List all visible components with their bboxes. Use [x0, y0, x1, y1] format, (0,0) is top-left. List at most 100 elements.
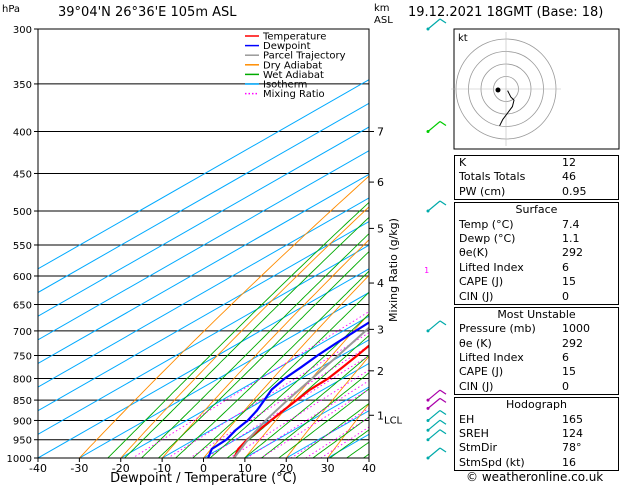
km-tick-label: 1: [377, 409, 384, 422]
legend-entry: Dry Adiabat: [263, 60, 322, 71]
wind-barb-base: [426, 428, 430, 432]
wind-barb: [426, 447, 447, 460]
x-tick-label: -10: [153, 462, 171, 475]
index-value: 165: [562, 412, 583, 426]
km-tick-label: 2: [377, 365, 384, 378]
wind-barb-base: [426, 418, 430, 422]
index-value: 292: [562, 336, 583, 350]
index-row: Lifted Index 6: [455, 261, 618, 275]
wind-barb-flag: [439, 121, 447, 127]
index-label: CIN (J): [459, 289, 494, 303]
wind-barb: [426, 419, 447, 432]
wind-barb-shaft: [427, 419, 441, 431]
datetime-label: 19.12.2021 18GMT (Base: 18): [408, 5, 604, 20]
index-label: EH: [459, 412, 475, 426]
index-value: 124: [562, 427, 583, 441]
wind-barb: [426, 121, 447, 134]
axes: -40 -30 -20 -10 0 10 20 30 40 Dewpoint / Temperat…: [7, 25, 403, 486]
x-tick-label: -30: [70, 462, 88, 475]
legend-entry: Mixing Ratio: [263, 89, 325, 100]
wind-barb: [426, 389, 447, 402]
mixing-ratio-line: [167, 332, 369, 458]
p-tick-label: 650: [13, 301, 32, 312]
index-label: CAPE (J): [459, 365, 504, 379]
legend-entry: Parcel Trajectory: [263, 51, 346, 62]
p-tick-label: 500: [13, 207, 32, 218]
p-tick-label: 950: [13, 436, 32, 447]
wind-barb-flag: [439, 447, 447, 453]
index-label: Temp (°C): [459, 217, 514, 231]
wet-adiabat: [209, 313, 369, 458]
wet-adiabat: [123, 216, 369, 458]
copyright: © weatheronline.co.uk: [466, 470, 604, 484]
most-unstable-title: Most Unstable: [497, 307, 576, 321]
wind-barb: [426, 397, 447, 410]
profile-lines: [207, 321, 369, 458]
index-row: Lifted Index 6: [455, 351, 618, 365]
p-tick-label: 1000: [7, 454, 32, 465]
index-label: PW (cm): [459, 184, 506, 198]
dry-adiabat: [161, 239, 369, 458]
background-lines: [38, 29, 369, 458]
wind-barb-flag: [439, 200, 447, 206]
index-value: 78°: [562, 441, 582, 455]
index-row: θe(K) 292: [455, 246, 618, 260]
index-row: θe (K) 292: [455, 337, 618, 351]
index-value: 6: [562, 260, 569, 274]
wet-adiabat: [243, 354, 369, 458]
p-tick-label: 550: [13, 241, 32, 252]
dry-adiabat: [78, 175, 369, 458]
index-row: K 12: [455, 156, 618, 170]
wind-barb-shaft: [427, 121, 441, 132]
x-tick-label: 40: [362, 462, 376, 475]
p-tick-label: 850: [13, 396, 32, 407]
km-tick-label: 4: [377, 277, 384, 290]
hodograph-storm-marker: [495, 87, 501, 93]
isotherm: [79, 291, 369, 458]
x-axis-label: Dewpoint / Temperature (°C): [110, 471, 297, 486]
isotherm: [203, 362, 369, 458]
index-label: SREH: [459, 427, 489, 441]
wind-barb-base: [426, 398, 430, 402]
index-row: StmDir 78°: [455, 441, 618, 455]
mixing-ratio-line: [304, 416, 369, 458]
isotherm: [120, 315, 369, 458]
index-row: CAPE (J) 15: [455, 275, 618, 289]
index-value: 1.1: [562, 231, 580, 245]
wet-adiabat: [157, 250, 369, 458]
index-value: 16: [562, 455, 576, 469]
isotherm: [38, 150, 369, 341]
index-value: 6: [562, 351, 569, 365]
surface-title: Surface: [515, 203, 558, 217]
surface-section: Surface Temp (°C) 7.4 Dewp (°C) 1.1 θe(K) 2…: [454, 202, 619, 305]
hodograph-indices-section: Hodograph EH 165 SREH 124 StmDir 78° StmSpd…: [454, 397, 619, 472]
index-label: Pressure (mb): [459, 322, 536, 336]
series-parcel-trajectory: [233, 326, 369, 458]
index-value: 46: [562, 170, 576, 184]
dry-adiabat: [327, 403, 369, 458]
mixing-ratio-line: [228, 369, 369, 458]
wet-adiabat: [295, 402, 369, 458]
x-tick-label: 30: [321, 462, 335, 475]
mixing-ratio-line: [205, 355, 369, 458]
wind-barb-base: [426, 27, 430, 31]
p-tick-label: 400: [13, 128, 32, 139]
km-tick-label: 6: [377, 176, 384, 189]
wind-barb-shaft: [427, 18, 441, 30]
index-row: Pressure (mb) 1000: [455, 322, 618, 336]
mixing-ratio-line: [290, 407, 369, 458]
isotherm: [38, 102, 369, 294]
wind-barb: [426, 200, 447, 213]
most-unstable-section: Most Unstable Pressure (mb) 1000 θe (K) 29…: [454, 306, 619, 396]
index-row: Dewp (°C) 1.1: [455, 232, 618, 246]
index-row: Totals Totals 46: [455, 170, 618, 184]
isotherm: [38, 244, 369, 435]
wet-adiabat: [260, 372, 369, 458]
wind-barb-shaft: [427, 320, 441, 332]
mixing-ratio-line: [189, 345, 369, 458]
x-tick-label: -40: [29, 462, 47, 475]
p-tick-label: 700: [13, 327, 32, 338]
index-label: Lifted Index: [459, 351, 524, 365]
wind-barb: [426, 18, 447, 31]
